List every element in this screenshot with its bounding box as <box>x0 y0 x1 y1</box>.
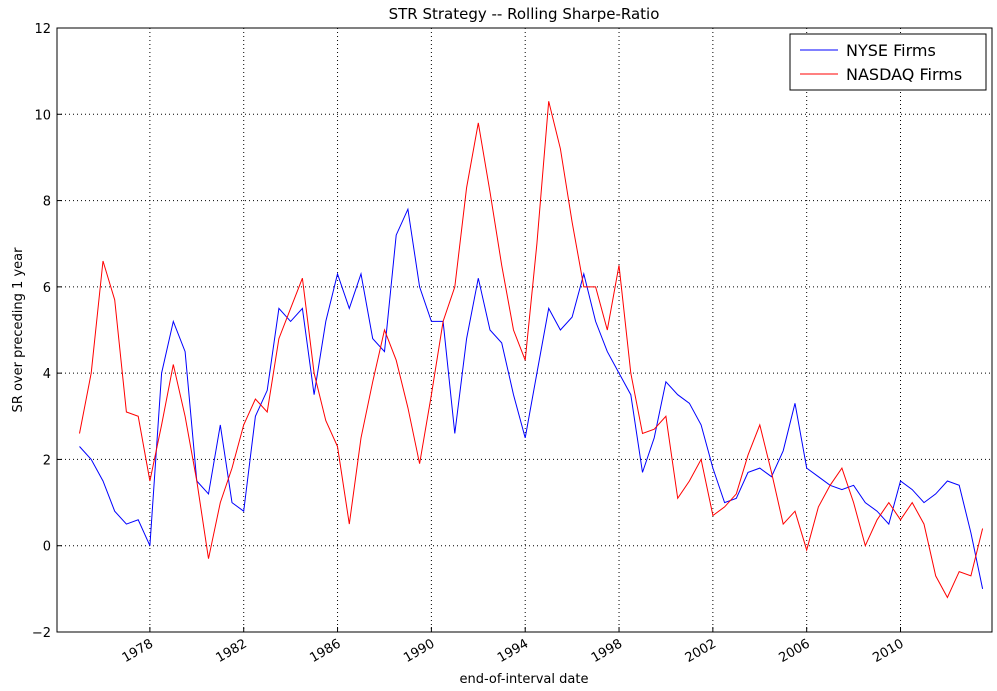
y-tick-label: 0 <box>43 540 51 555</box>
y-tick-label: 4 <box>43 367 51 382</box>
y-tick-label: 10 <box>34 108 51 123</box>
x-tick-label: 2006 <box>777 636 813 666</box>
y-axis-label: SR over preceding 1 year <box>11 247 26 413</box>
y-tick-label: 12 <box>34 22 51 37</box>
x-tick-label: 2002 <box>683 636 719 666</box>
legend-label: NASDAQ Firms <box>846 65 962 84</box>
legend-box <box>789 33 987 91</box>
y-tick-label: 6 <box>43 281 51 296</box>
x-tick-label: 1990 <box>401 636 437 666</box>
x-tick-label: 1982 <box>214 636 250 666</box>
x-tick-label: 1998 <box>589 636 625 666</box>
legend-label: NYSE Firms <box>846 41 936 60</box>
y-tick-label: −2 <box>32 626 51 641</box>
chart-title: STR Strategy -- Rolling Sharpe-Ratio <box>389 5 660 23</box>
x-axis-label: end-of-interval date <box>460 672 589 687</box>
data-line <box>79 101 984 599</box>
y-tick-label: 2 <box>43 453 51 468</box>
x-tick-label: 2010 <box>870 636 906 666</box>
x-tick-label: 1994 <box>495 636 531 666</box>
plot-frame <box>56 27 993 633</box>
y-tick-label: 8 <box>43 195 51 210</box>
x-tick-label: 1986 <box>307 636 343 666</box>
data-line <box>79 207 984 590</box>
x-tick-label: 1978 <box>120 636 156 666</box>
